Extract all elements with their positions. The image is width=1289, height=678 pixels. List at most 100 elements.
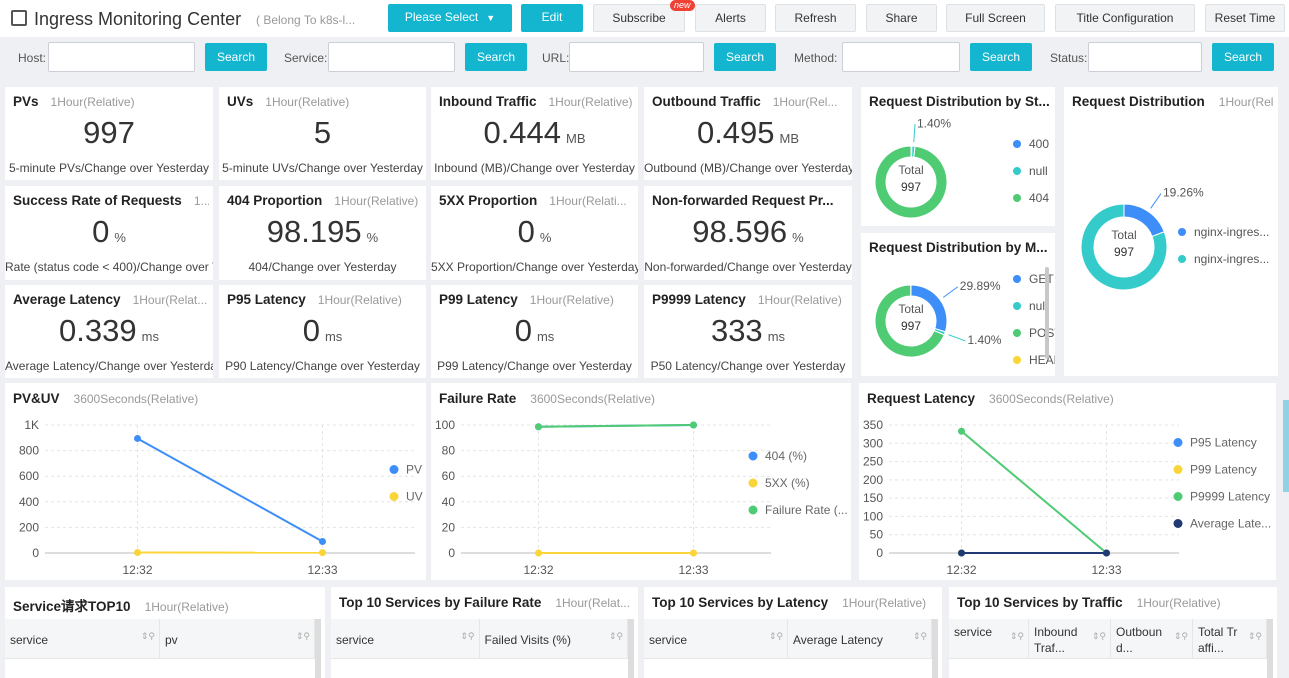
- sort-filter-icon: ⇕⚲: [295, 631, 310, 641]
- sort-filter-icon: ⇕⚲: [1009, 631, 1024, 641]
- toolbar-button[interactable]: Edit: [521, 4, 583, 32]
- table-card: Top 10 Services by Traffic 1Hour(Relative…: [949, 587, 1277, 678]
- stat-card: Average Latency 1Hour(Relat... 0.339 ms Aver…: [5, 285, 213, 378]
- column-header[interactable]: Total Traffi... ⇕⚲: [1193, 619, 1267, 659]
- column-header[interactable]: Inbound Traf... ⇕⚲: [1029, 619, 1111, 659]
- toolbar-button[interactable]: Title Configuration: [1055, 4, 1195, 32]
- search-button[interactable]: Search: [1212, 43, 1274, 71]
- stat-range: 1Hour(Relative): [265, 95, 350, 109]
- scrollbar: [628, 619, 634, 678]
- stat-header: Average Latency 1Hour(Relat...: [13, 292, 209, 307]
- stat-unit: ms: [141, 329, 159, 344]
- y-tick-label: 200: [863, 473, 883, 487]
- toolbar-button[interactable]: Share: [866, 4, 937, 32]
- data-point: [134, 434, 141, 442]
- toolbar-button[interactable]: Please Select ▼: [388, 4, 512, 32]
- stat-header: P95 Latency 1Hour(Relative): [227, 292, 422, 307]
- stat-caption: P90 Latency/Change over Yesterday: [225, 359, 420, 373]
- stat-value: 0.339: [59, 313, 137, 348]
- dropdown-arrow: ▼: [486, 13, 496, 23]
- stat-value-row: 98.596%: [644, 214, 852, 250]
- stat-unit: ms: [767, 329, 786, 344]
- legend-marker: [1173, 465, 1183, 474]
- toolbar-button[interactable]: Alerts: [695, 4, 766, 32]
- legend-marker: [748, 478, 758, 488]
- series-line: [137, 437, 323, 543]
- stat-header: Success Rate of Requests 1...: [13, 193, 209, 208]
- stat-value: 0: [514, 313, 532, 348]
- y-tick-label: 0: [32, 546, 39, 560]
- stat-card: Inbound Traffic 1Hour(Relative) 0.444 MB Inb…: [431, 87, 638, 180]
- column-header[interactable]: pv ⇕⚲: [160, 619, 315, 659]
- toolbar-button[interactable]: Refresh: [775, 4, 856, 32]
- legend-marker: [1013, 356, 1021, 364]
- legend-marker: [1173, 519, 1183, 528]
- x-tick-label: 12:32: [122, 563, 152, 577]
- card-header: Top 10 Services by Failure Rate 1Hour(Rel…: [339, 595, 634, 610]
- stat-value-row: 0.339 ms: [5, 313, 213, 349]
- donut-total: 997: [901, 319, 921, 333]
- stat-caption: 5XX Proportion/Change over Yesterday: [431, 260, 638, 274]
- card-range: 1Hour(Relative): [842, 596, 927, 610]
- card-title: PV&UV: [13, 391, 60, 406]
- stat-title: Outbound Traffic: [652, 94, 761, 109]
- series-line: [538, 424, 694, 428]
- donut-total-label: Total: [898, 163, 923, 177]
- side-tab: [1283, 400, 1289, 492]
- filter-input[interactable]: [842, 42, 960, 72]
- filter-input[interactable]: [48, 42, 195, 72]
- button-label: Search: [981, 50, 1021, 64]
- donut-slice: [1080, 203, 1168, 291]
- stat-caption: Outbound (MB)/Change over Yesterday: [644, 161, 852, 175]
- column-header[interactable]: Average Latency ⇕⚲: [788, 619, 932, 659]
- column-header[interactable]: service ⇕⚲: [331, 619, 480, 659]
- card-range: 3600Seconds(Relative): [530, 392, 656, 406]
- button-label: Share: [885, 11, 918, 25]
- legend-marker: [748, 451, 758, 461]
- column-label: Outbound...: [1116, 625, 1163, 655]
- sort-filter-icon: ⇕⚲: [460, 631, 475, 641]
- legend-marker: [1013, 167, 1021, 175]
- donut-total: 997: [901, 180, 921, 194]
- toolbar-button[interactable]: Subscribe: [593, 4, 685, 32]
- stat-card: P95 Latency 1Hour(Relative) 0 ms P90 Latency…: [219, 285, 426, 378]
- stat-value: 0: [302, 313, 320, 348]
- stat-card: UVs 1Hour(Relative) 5 5-minute UVs/Change o…: [219, 87, 426, 180]
- column-header[interactable]: service ⇕⚲: [644, 619, 788, 659]
- search-button[interactable]: Search: [714, 43, 776, 71]
- sort-filter-icon: ⇕⚲: [1247, 631, 1262, 641]
- search-button[interactable]: Search: [465, 43, 527, 71]
- y-tick-label: 350: [863, 418, 883, 432]
- sort-filter-icon: ⇕⚲: [912, 631, 927, 641]
- card-header: Request Distribution by M...: [869, 240, 1051, 255]
- donut-slice: [874, 284, 945, 358]
- stat-caption: Non-forwarded/Change over Yesterday: [644, 260, 852, 274]
- donut-chart: 29.89% 1.40% Total 997 GET null POST HEAD: [874, 267, 1055, 367]
- column-header[interactable]: service ⇕⚲: [5, 619, 160, 659]
- legend-marker: [1013, 140, 1021, 148]
- legend-label: nginx-ingres...: [1194, 225, 1269, 239]
- column-header[interactable]: service ⇕⚲: [949, 619, 1029, 659]
- card-title: Request Distribution by St...: [869, 94, 1050, 109]
- filter-label: Status:: [1050, 51, 1088, 65]
- search-button[interactable]: Search: [205, 43, 267, 71]
- filter-input[interactable]: [1088, 42, 1202, 72]
- stat-caption: Average Latency/Change over Yesterday: [5, 359, 213, 373]
- stat-card: 5XX Proportion 1Hour(Relati... 0% 5XX Propo…: [431, 186, 638, 280]
- x-tick-label: 12:32: [523, 563, 553, 577]
- filter-input[interactable]: [328, 42, 455, 72]
- column-header[interactable]: Failed Visits (%) ⇕⚲: [480, 619, 628, 659]
- scrollbar: [932, 619, 938, 678]
- column-header[interactable]: Outbound... ⇕⚲: [1111, 619, 1193, 659]
- label-leader: [948, 334, 966, 342]
- toolbar-button[interactable]: Reset Time: [1205, 4, 1285, 32]
- donut-slice: [874, 145, 948, 219]
- filter-input[interactable]: [569, 42, 704, 72]
- data-point: [958, 549, 965, 557]
- toolbar-button[interactable]: Full Screen: [946, 4, 1045, 32]
- search-button[interactable]: Search: [970, 43, 1032, 71]
- y-tick-label: 0: [448, 546, 455, 560]
- table-header: service ⇕⚲ pv ⇕⚲: [5, 619, 315, 659]
- button-label: Please Select: [404, 10, 479, 24]
